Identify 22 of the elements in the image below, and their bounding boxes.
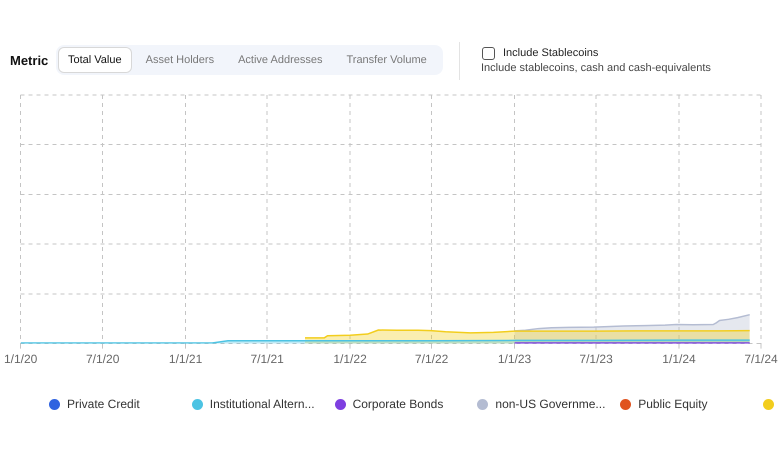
tab: Asset Holders xyxy=(136,47,224,73)
text: Include Stablecoins xyxy=(503,47,598,59)
legend-label: non-US Governme... xyxy=(495,397,606,411)
tab: Total Value xyxy=(58,47,132,73)
x-tick-label: 7/1/23 xyxy=(579,352,614,366)
x-tick-label: 1/1/23 xyxy=(498,352,532,366)
legend-label: Public Equity xyxy=(638,397,708,411)
x-tick-label: 1/1/24 xyxy=(662,352,696,366)
legend-label: Private Credit xyxy=(67,397,140,411)
x-tick-label: 7/1/24 xyxy=(744,352,778,366)
x-tick-label: 7/1/22 xyxy=(414,352,449,366)
legend-label: Institutional Altern... xyxy=(210,397,315,411)
x-tick-label: 1/1/22 xyxy=(333,352,368,366)
legend-label: Corporate Bonds xyxy=(352,397,444,411)
x-tick-label: 7/1/21 xyxy=(250,352,284,366)
x-tick-label: 7/1/20 xyxy=(86,352,120,366)
x-tick-label: 1/1/20 xyxy=(4,352,38,366)
tab: Transfer Volume xyxy=(336,47,437,73)
x-tick-label: 1/1/21 xyxy=(168,352,203,366)
text: Include stablecoins, cash and cash-equivalents xyxy=(481,62,711,74)
text: Metric xyxy=(10,53,48,68)
tab: Active Addresses xyxy=(228,47,332,73)
